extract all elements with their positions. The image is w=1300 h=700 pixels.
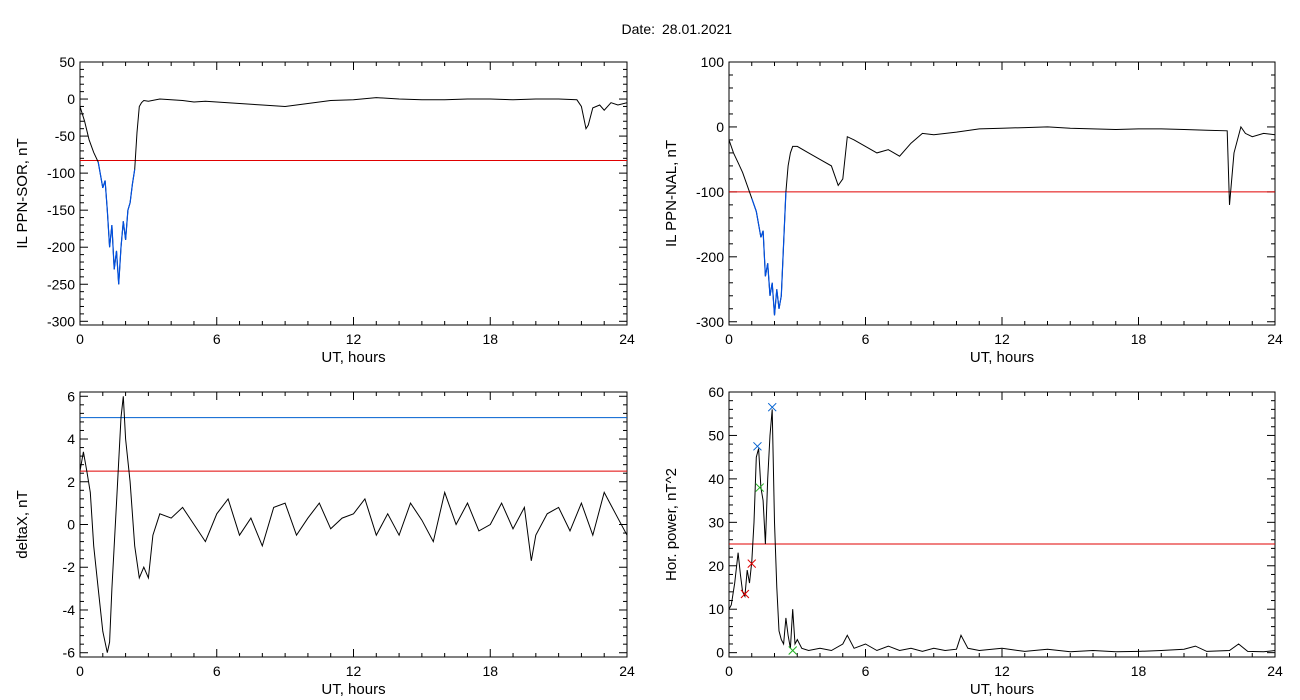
- hor-power-series-line: [729, 409, 1275, 653]
- hor-power-marker-red: [740, 589, 750, 599]
- hor-power-marker-green: [788, 646, 798, 655]
- hor-power-xtick-label: 12: [994, 663, 1010, 679]
- il-ppn-sor-axes-frame: [79, 61, 628, 326]
- hor-power-ylabel: Hor. power, nT^2: [663, 468, 680, 581]
- deltax-xtick-label: 24: [619, 663, 635, 679]
- deltax-axes-frame: [79, 391, 628, 658]
- hor-power-ytick-label: 50: [708, 427, 724, 443]
- hor-power-marker-green: [755, 483, 765, 492]
- il-ppn-sor-ytick-label: -200: [47, 239, 75, 255]
- il-ppn-sor-ytick-label: -150: [47, 202, 75, 218]
- il-ppn-sor-xtick-label: 6: [213, 331, 221, 347]
- panel-il-ppn-nal: 0 6 12 18 24 100 0 -100 -200 -300 UT, hours IL PPN-…: [663, 54, 1283, 366]
- il-ppn-nal-axes-frame: [728, 61, 1276, 326]
- il-ppn-sor-ylabel: IL PPN-SOR, nT: [14, 138, 31, 248]
- hor-power-marker-stroke: [755, 483, 765, 492]
- il-ppn-sor-xtick-label: 12: [346, 331, 362, 347]
- il-ppn-nal-xtick-label: 12: [994, 331, 1010, 347]
- deltax-plot-area: [80, 396, 627, 653]
- deltax-xtick-label: 0: [76, 663, 84, 679]
- deltax-ytick-label: -2: [63, 559, 76, 575]
- hor-power-ytick-label: 10: [708, 601, 724, 617]
- il-ppn-sor-below-threshold-segment: [97, 161, 136, 285]
- deltax-ytick-label: 4: [67, 431, 75, 447]
- il-ppn-nal-ytick-label: 0: [716, 119, 724, 135]
- deltax-ytick-label: -4: [63, 602, 76, 618]
- deltax-ytick-label: 6: [67, 388, 75, 404]
- il-ppn-sor-ytick-label: 0: [67, 91, 75, 107]
- hor-power-marker-blue: [767, 402, 777, 412]
- il-ppn-sor-plot-area: [80, 97, 627, 285]
- date-value: 28.01.2021: [662, 21, 732, 37]
- panel-hor-power: 0 6 12 18 24 60 50 40 30 20 10 0 UT, hours Hor. power…: [663, 384, 1283, 698]
- il-ppn-nal-xtick-label: 6: [862, 331, 870, 347]
- hor-power-marker-red: [747, 559, 757, 568]
- il-ppn-sor-xtick-label: 24: [619, 331, 635, 347]
- deltax-ytick-label: 0: [67, 517, 75, 533]
- il-ppn-nal-xtick-label: 18: [1131, 331, 1147, 347]
- hor-power-plot-area: [729, 409, 1275, 653]
- figure-title: Date: 28.01.2021: [622, 21, 733, 37]
- hor-power-marker-stroke: [740, 589, 750, 599]
- hor-power-ytick-label: 60: [708, 384, 724, 400]
- deltax-xtick-label: 18: [482, 663, 498, 679]
- hor-power-marker-stroke: [788, 646, 798, 655]
- deltax-xtick-label: 12: [346, 663, 362, 679]
- il-ppn-sor-ytick-label: 50: [59, 54, 75, 70]
- il-ppn-nal-below-threshold-segment: [751, 191, 787, 316]
- il-ppn-sor-series-line: [80, 97, 627, 285]
- hor-power-ytick-label: 40: [708, 471, 724, 487]
- il-ppn-sor-xtick-label: 18: [482, 331, 498, 347]
- deltax-series-line: [80, 396, 627, 653]
- il-ppn-sor-xlabel: UT, hours: [321, 349, 385, 366]
- hor-power-xtick-label: 6: [862, 663, 870, 679]
- hor-power-marker-stroke: [753, 441, 762, 451]
- hor-power-xtick-label: 24: [1267, 663, 1283, 679]
- hor-power-marker-stroke: [747, 559, 757, 568]
- deltax-xlabel: UT, hours: [321, 681, 385, 698]
- il-ppn-nal-ytick-label: -300: [696, 314, 724, 330]
- il-ppn-nal-xtick-label: 24: [1267, 331, 1283, 347]
- hor-power-axes-frame: [728, 391, 1276, 658]
- hor-power-marker-blue: [753, 441, 762, 451]
- hor-power-ytick-label: 30: [708, 514, 724, 530]
- deltax-ytick-label: -6: [63, 645, 76, 661]
- il-ppn-nal-xlabel: UT, hours: [970, 349, 1034, 366]
- il-ppn-nal-series-line: [729, 125, 1275, 316]
- il-ppn-sor-xtick-label: 0: [76, 331, 84, 347]
- hor-power-xtick-label: 18: [1131, 663, 1147, 679]
- il-ppn-nal-plot-area: [729, 125, 1275, 316]
- panel-deltax: 0 6 12 18 24 6 4 2 0 -2 -4 -6 UT, hours deltaX, nT: [14, 388, 635, 698]
- il-ppn-sor-ytick-label: -300: [47, 313, 75, 329]
- il-ppn-sor-ytick-label: -100: [47, 165, 75, 181]
- hor-power-ytick-label: 20: [708, 558, 724, 574]
- deltax-ylabel: deltaX, nT: [14, 490, 31, 558]
- hor-power-xtick-label: 0: [725, 663, 733, 679]
- il-ppn-sor-ytick-label: -50: [55, 128, 75, 144]
- il-ppn-nal-ylabel: IL PPN-NAL, nT: [663, 140, 680, 247]
- il-ppn-sor-ytick-label: -250: [47, 276, 75, 292]
- date-label: Date:: [622, 21, 655, 37]
- il-ppn-nal-xtick-label: 0: [725, 331, 733, 347]
- il-ppn-nal-ytick-label: -200: [696, 249, 724, 265]
- il-ppn-nal-ytick-label: -100: [696, 184, 724, 200]
- panel-il-ppn-sor: 0 6 12 18 24 50 0 -50 -100 -150 -200 -250 -300 UT, ho…: [14, 54, 635, 366]
- deltax-ytick-label: 2: [67, 474, 75, 490]
- hor-power-marker-stroke: [767, 402, 777, 412]
- hor-power-ytick-label: 0: [716, 645, 724, 661]
- hor-power-xlabel: UT, hours: [970, 681, 1034, 698]
- deltax-xtick-label: 6: [213, 663, 221, 679]
- il-ppn-nal-ytick-label: 100: [701, 54, 725, 70]
